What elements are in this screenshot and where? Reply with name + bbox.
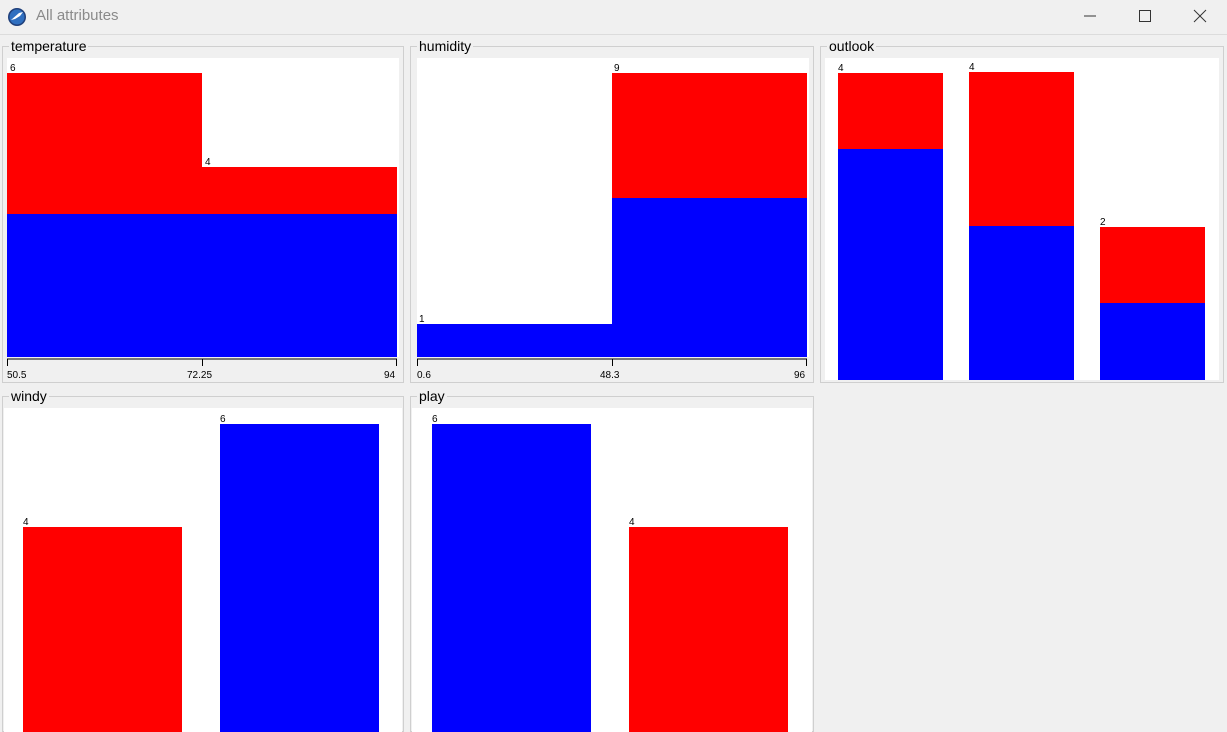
- bar-segment-class-b: [612, 73, 807, 198]
- bar-count-label: 9: [614, 63, 620, 74]
- panel-title: humidity: [417, 38, 474, 54]
- bar-count-label: 6: [220, 414, 226, 425]
- x-tick-label: 72.25: [187, 370, 213, 381]
- panel-play: play 6 4: [410, 388, 814, 732]
- bar-count-label: 4: [838, 63, 844, 74]
- bar-count-label: 4: [969, 62, 975, 73]
- bar-segment-class-b: [202, 167, 397, 214]
- histogram-plot: 6 4: [7, 58, 399, 357]
- bar-count-label: 4: [629, 517, 635, 528]
- panel-windy: windy 4 6: [2, 388, 404, 732]
- title-divider: [0, 34, 1227, 35]
- maximize-button[interactable]: [1122, 0, 1168, 32]
- x-axis: 0.6 48.3 96: [417, 357, 809, 381]
- close-button[interactable]: [1177, 0, 1223, 32]
- x-tick-label: 48.3: [600, 370, 620, 381]
- bar-segment-class-a: [220, 424, 379, 732]
- panel-title: play: [417, 388, 447, 404]
- bar-count-label: 6: [432, 414, 438, 425]
- x-tick-label: 96: [794, 370, 806, 381]
- minimize-button[interactable]: [1067, 0, 1113, 32]
- histogram-plot: 1 9: [417, 58, 809, 357]
- bar-segment-class-a: [432, 424, 591, 732]
- title-bar: All attributes: [0, 0, 1227, 34]
- axis-ticks: [417, 358, 807, 366]
- bar-plot: 4 6: [4, 408, 402, 732]
- bar-plot: 6 4: [412, 408, 812, 732]
- close-icon: [1193, 9, 1207, 23]
- panel-title: temperature: [9, 38, 89, 54]
- maximize-icon: [1139, 10, 1151, 22]
- window-title: All attributes: [36, 7, 119, 24]
- bar-segment-class-b: [23, 527, 182, 732]
- humidity-histogram: [417, 73, 807, 357]
- panel-title: outlook: [827, 38, 877, 54]
- minimize-icon: [1084, 15, 1096, 17]
- bar-segment-class-b: [7, 73, 202, 214]
- bar-count-label: 6: [10, 63, 16, 74]
- panel-title: windy: [9, 388, 49, 404]
- play-bars: [432, 424, 788, 732]
- temperature-histogram: [7, 73, 397, 357]
- bar-segment-class-b: [1100, 227, 1205, 303]
- bar-segment-class-b: [838, 73, 943, 149]
- windy-bars: [23, 424, 379, 732]
- panel-humidity: humidity 1 9 0.6 48.3 96: [410, 38, 814, 383]
- bar-segment-class-a: [612, 198, 807, 357]
- bar-count-label: 4: [205, 157, 211, 168]
- bar-plot: 4 4 2: [825, 58, 1219, 380]
- bar-segment-class-a: [202, 214, 397, 357]
- x-tick-label: 0.6: [417, 370, 431, 381]
- outlook-bars: [838, 72, 1205, 380]
- x-tick-label: 94: [384, 370, 396, 381]
- panel-outlook: outlook 4 4 2: [820, 38, 1224, 383]
- bar-segment-class-a: [838, 149, 943, 380]
- bar-segment-class-a: [969, 226, 1074, 380]
- bar-count-label: 1: [419, 314, 425, 325]
- bar-count-label: 2: [1100, 217, 1106, 228]
- axis-ticks: [7, 358, 397, 366]
- bar-segment-class-b: [969, 72, 1074, 226]
- panel-temperature: temperature 6 4 50.5 72.25 94: [2, 38, 404, 383]
- x-axis: 50.5 72.25 94: [7, 357, 399, 381]
- x-tick-label: 50.5: [7, 370, 27, 381]
- bar-count-label: 4: [23, 517, 29, 528]
- bar-segment-class-b: [629, 527, 788, 732]
- bar-segment-class-a: [417, 324, 612, 357]
- weka-bird-icon: [8, 8, 26, 26]
- bar-segment-class-a: [7, 214, 202, 357]
- bar-segment-class-a: [1100, 303, 1205, 380]
